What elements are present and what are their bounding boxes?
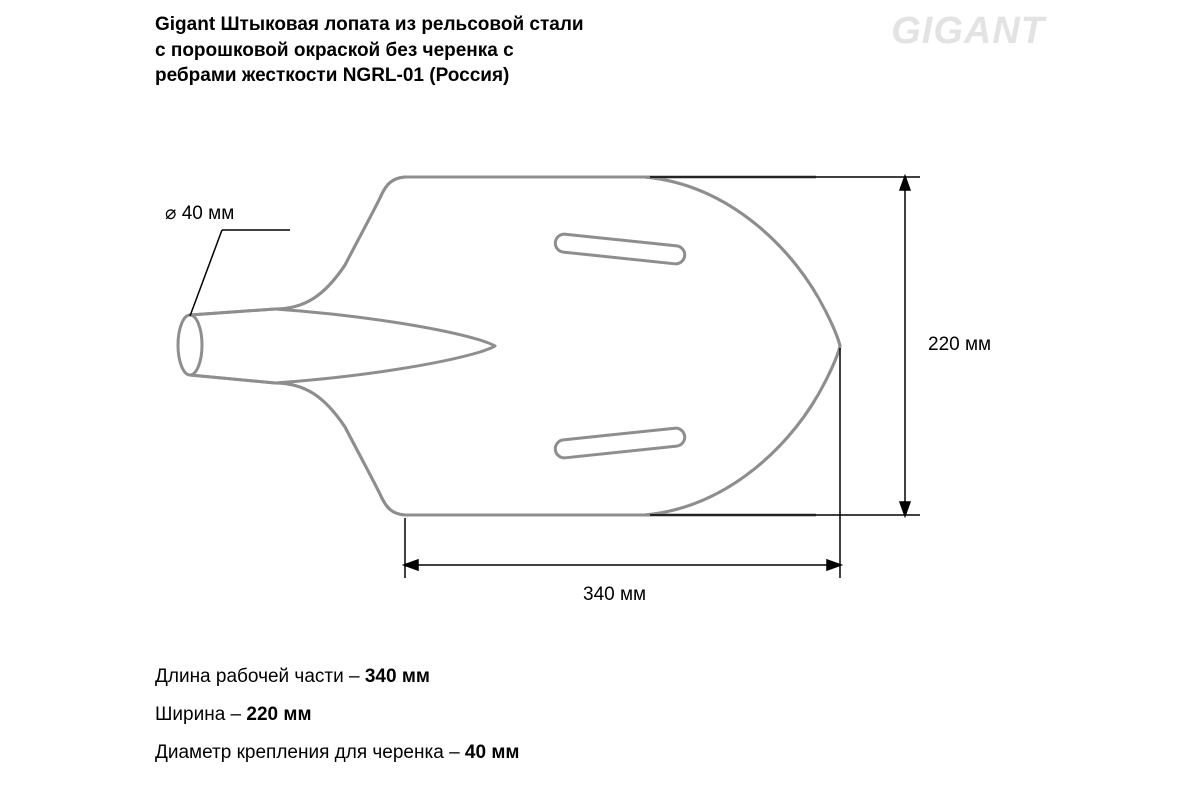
spec-width-value: 220 мм — [246, 704, 311, 725]
dim-width-label: 220 мм — [928, 334, 991, 356]
spec-diameter: Диаметр крепления для черенка – 40 мм — [155, 734, 519, 772]
spec-width-label: Ширина – — [155, 704, 246, 725]
spec-length-label: Длина рабочей части – — [155, 666, 365, 687]
specifications-block: Длина рабочей части – 340 мм Ширина – 22… — [155, 658, 519, 772]
product-title: Gigant Штыковая лопата из рельсовой стал… — [155, 12, 595, 89]
dim-length-label: 340 мм — [583, 584, 646, 606]
spec-diameter-label: Диаметр крепления для черенка – — [155, 742, 465, 763]
spec-length-value: 340 мм — [365, 666, 430, 687]
spec-length: Длина рабочей части – 340 мм — [155, 658, 519, 696]
spec-diameter-value: 40 мм — [465, 742, 520, 763]
brand-watermark: GIGANT — [891, 10, 1045, 53]
technical-diagram: ⌀ 40 мм 220 мм 340 мм — [130, 120, 1070, 645]
dim-diameter-label: ⌀ 40 мм — [165, 202, 234, 225]
spec-width: Ширина – 220 мм — [155, 696, 519, 734]
